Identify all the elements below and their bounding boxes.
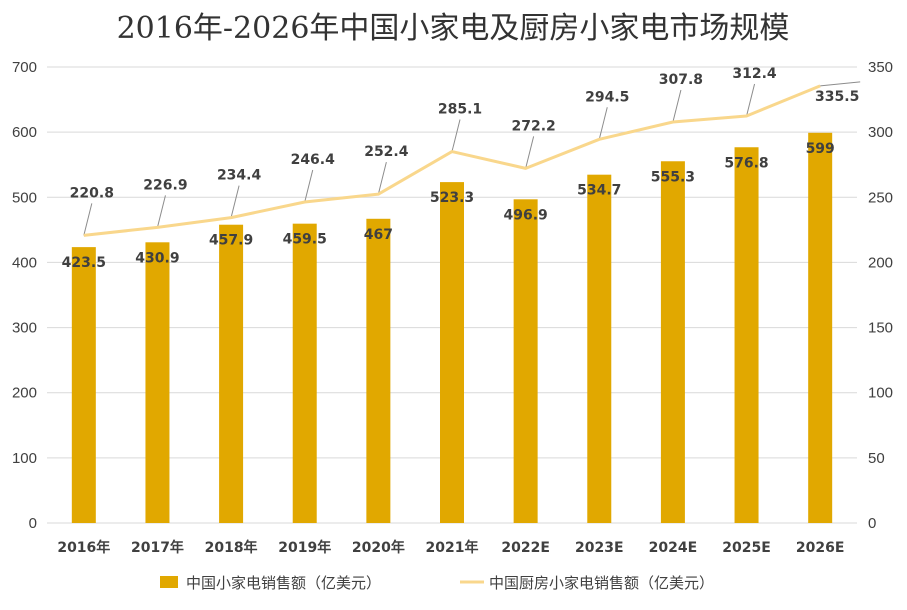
leader-line <box>598 107 608 140</box>
bar <box>587 174 612 523</box>
line-data-label: 234.4 <box>217 168 262 184</box>
x-axis-tick-label: 2025E <box>722 540 771 556</box>
legend-line-label: 中国厨房小家电销售额（亿美元） <box>489 574 714 592</box>
bar-data-label: 534.7 <box>577 183 621 199</box>
leader-lines <box>83 81 861 236</box>
x-axis-tick-label: 2021年 <box>426 539 479 556</box>
leader-line <box>230 185 240 218</box>
leader-line <box>672 89 682 123</box>
bar <box>808 132 833 523</box>
legend-bar-swatch <box>160 576 178 588</box>
legend-bar-label: 中国小家电销售额（亿美元） <box>186 574 381 592</box>
x-axis-tick-label: 2023E <box>575 540 624 556</box>
x-axis: 2016年 2017年 2018年 2019年 2020年 2021年 2022E 2023E… <box>57 539 844 556</box>
x-axis-tick-label: 2022E <box>501 540 550 556</box>
bar <box>145 242 170 523</box>
line-data-label: 307.8 <box>659 72 703 88</box>
legend: 中国小家电销售额（亿美元） 中国厨房小家电销售额（亿美元） <box>160 574 714 592</box>
line-data-label: 246.4 <box>291 152 336 168</box>
line-data-label: 285.1 <box>438 102 482 118</box>
left-axis-tick-label: 100 <box>12 450 37 467</box>
left-axis-tick-label: 300 <box>12 320 37 337</box>
right-axis-tick-label: 100 <box>868 385 893 402</box>
leader-line <box>156 195 166 228</box>
left-axis-tick-label: 600 <box>12 124 37 141</box>
bar-data-label: 467 <box>364 227 393 243</box>
leader-line <box>525 136 535 169</box>
right-axis-tick-label: 250 <box>868 189 893 206</box>
right-axis-tick-label: 200 <box>868 254 893 271</box>
bar <box>219 224 244 523</box>
bar <box>734 147 759 524</box>
leader-line <box>83 203 93 236</box>
right-axis-tick-label: 300 <box>868 124 893 141</box>
right-axis-tick-label: 150 <box>868 320 893 337</box>
bar-data-labels: 423.5 430.9 457.9 459.5 467 523.3 496.9 534.7 55… <box>62 141 835 271</box>
bar <box>71 247 96 523</box>
line-data-label: 226.9 <box>143 177 187 193</box>
right-axis-tick-label: 350 <box>868 59 893 76</box>
right-axis-tick-label: 0 <box>868 515 876 532</box>
line-data-label: 220.8 <box>70 185 114 201</box>
x-axis-tick-label: 2016年 <box>57 539 110 556</box>
right-axis: 0 50 100 150 200 250 300 350 <box>868 59 893 532</box>
leader-line <box>746 83 756 117</box>
line-data-labels: 220.8 226.9 234.4 246.4 252.4 285.1 272.2 294.5… <box>70 66 860 201</box>
chart-title: 2016年-2026年中国小家电及厨房小家电市场规模 <box>117 11 790 46</box>
line-data-label: 312.4 <box>732 66 777 82</box>
line-data-label: 335.5 <box>815 89 859 105</box>
line-data-label: 272.2 <box>511 118 555 134</box>
bar-data-label: 496.9 <box>503 207 547 223</box>
bar-data-label: 423.5 <box>62 255 106 271</box>
x-axis-tick-label: 2017年 <box>131 539 184 556</box>
bar <box>513 199 538 523</box>
x-axis-tick-label: 2018年 <box>205 539 258 556</box>
line-series <box>83 84 821 237</box>
left-axis-tick-label: 400 <box>12 254 37 271</box>
left-axis: 0 100 200 300 400 500 600 700 <box>12 59 37 532</box>
bar-series <box>71 132 833 524</box>
leader-line <box>451 119 461 152</box>
line-data-label: 294.5 <box>585 89 629 105</box>
bar <box>292 223 317 523</box>
bar-data-label: 459.5 <box>283 232 327 248</box>
bar-data-label: 599 <box>806 141 835 157</box>
x-axis-tick-label: 2020年 <box>352 539 405 556</box>
left-axis-tick-label: 700 <box>12 59 37 76</box>
line-data-label: 252.4 <box>364 144 409 160</box>
leader-line <box>377 162 387 195</box>
line-series-path <box>83 84 821 237</box>
right-axis-tick-label: 50 <box>868 450 885 467</box>
x-axis-tick-label: 2026E <box>796 540 845 556</box>
bar <box>440 182 464 523</box>
bar-data-label: 430.9 <box>135 250 179 266</box>
bar-data-label: 523.3 <box>430 190 474 206</box>
left-axis-tick-label: 0 <box>29 515 37 532</box>
x-axis-tick-label: 2019年 <box>278 539 331 556</box>
bar-data-label: 457.9 <box>209 233 253 249</box>
x-axis-tick-label: 2024E <box>649 540 698 556</box>
bar-data-label: 555.3 <box>651 169 695 185</box>
leader-line <box>820 81 861 87</box>
left-axis-tick-label: 500 <box>12 189 37 206</box>
bar <box>366 218 391 524</box>
leader-line <box>304 169 314 203</box>
bar <box>660 161 685 523</box>
left-axis-tick-label: 200 <box>12 385 37 402</box>
bar-data-label: 576.8 <box>724 155 768 171</box>
